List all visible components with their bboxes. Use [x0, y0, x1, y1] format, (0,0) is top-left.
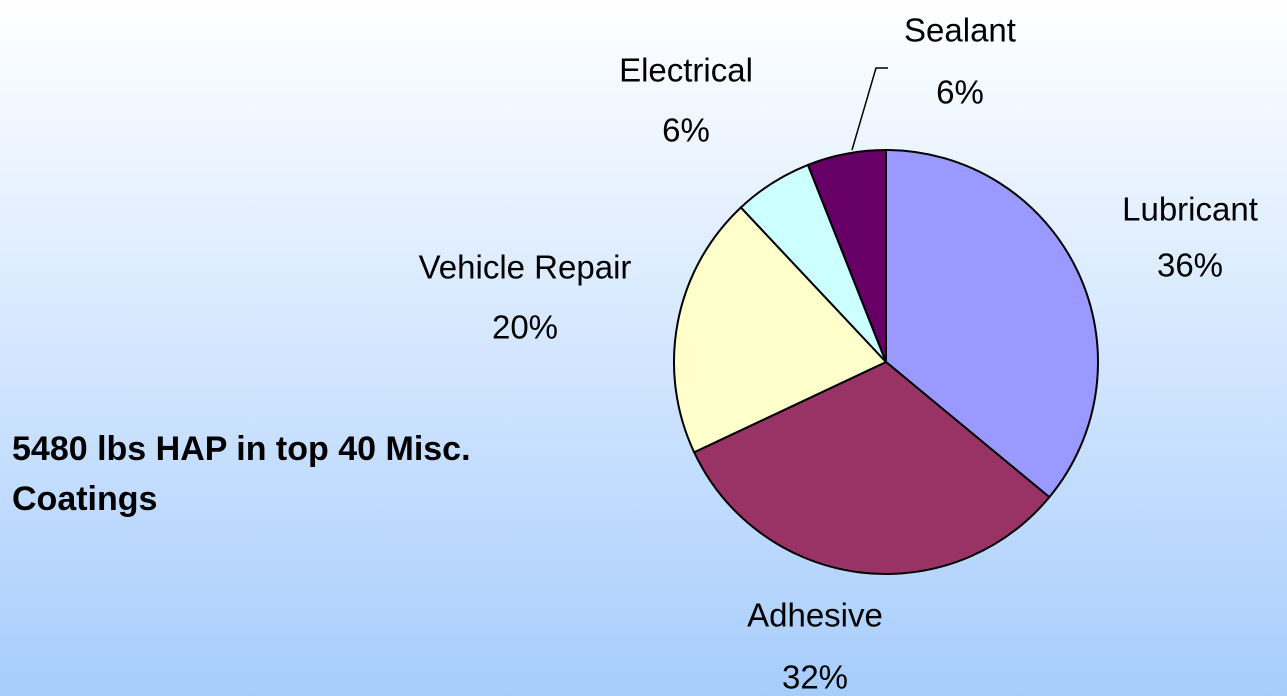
- slice-value-label: 6%: [662, 112, 710, 149]
- pie-slice: [885, 148, 1099, 499]
- leader-line: [851, 67, 888, 151]
- slice-label: Electrical: [619, 52, 753, 89]
- slice-value-label: 6%: [936, 74, 984, 111]
- slice-label: Adhesive: [747, 597, 883, 634]
- slice-label: Lubricant: [1122, 191, 1258, 228]
- slice-label: Sealant: [904, 12, 1016, 49]
- pie-slice: [692, 360, 1051, 575]
- slice-label: Vehicle Repair: [419, 249, 632, 286]
- annotation: 5480 lbs HAP in top 40 Misc. Coatings: [12, 430, 471, 518]
- slice-value-label: 32%: [782, 659, 848, 696]
- pie-slice: [673, 206, 888, 454]
- slice-value-label: 20%: [492, 309, 558, 346]
- slice-value-label: 36%: [1157, 247, 1223, 284]
- pie-slice: [806, 148, 887, 363]
